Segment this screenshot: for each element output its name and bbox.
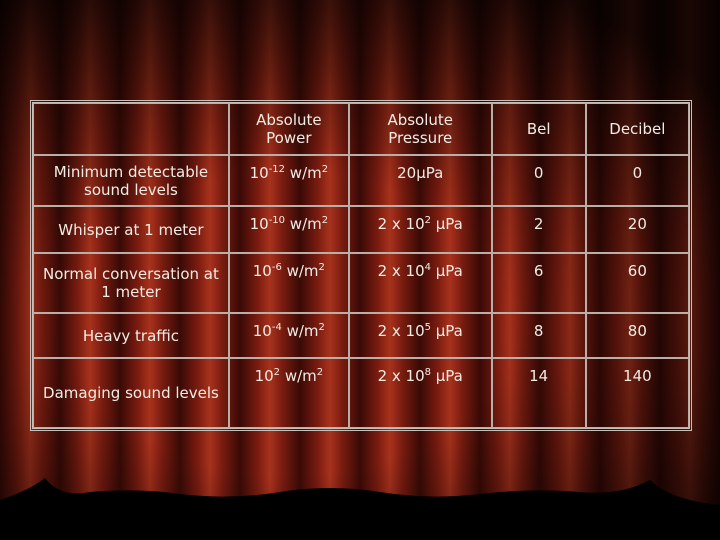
cell-text: Minimum detectable sound levels: [53, 162, 209, 199]
superscript: 2: [318, 262, 325, 273]
cell-text: 2 x 10: [377, 215, 425, 233]
cell-text: 20μPa: [397, 164, 444, 182]
row-label: Whisper at 1 meter: [33, 206, 229, 253]
cell-text: Decibel: [609, 120, 666, 138]
superscript: 2: [318, 322, 325, 333]
table-cell: 10-4 w/m2: [228, 313, 349, 358]
header-cell: Absolute Pressure: [348, 103, 492, 155]
table-cell: 8: [491, 313, 586, 358]
cell-text: 6: [533, 262, 544, 280]
superscript: 4: [424, 262, 431, 273]
cell-text: 10: [249, 215, 269, 233]
superscript: -12: [268, 164, 286, 175]
table-row: Heavy traffic 10-4 w/m2 2 x 105 μPa 8 80: [33, 313, 689, 358]
table-row: Damaging sound levels 102 w/m2 2 x 108 μPa…: [33, 358, 689, 428]
cell-text: Heavy traffic: [82, 326, 180, 345]
table-cell: 0: [585, 155, 689, 206]
superscript: 8: [424, 367, 431, 378]
header-cell: Bel: [491, 103, 586, 155]
cell-text: 20: [627, 215, 647, 233]
superscript: 2: [316, 367, 324, 378]
row-label: Heavy traffic: [33, 313, 229, 358]
table-cell: 10-6 w/m2: [228, 253, 349, 313]
table-cell: 0: [491, 155, 586, 206]
superscript: -6: [271, 262, 282, 273]
table-cell: 102 w/m2: [228, 358, 349, 428]
table-cell: 20μPa: [348, 155, 492, 206]
table-row: Minimum detectable sound levels 10-12 w/m…: [33, 155, 689, 206]
cell-text: w/m: [280, 367, 317, 385]
table-cell: 10-10 w/m2: [228, 206, 349, 253]
superscript: -10: [268, 215, 286, 226]
cell-text: 10: [254, 367, 274, 385]
header-cell: Absolute Power: [228, 103, 349, 155]
cell-text: 2 x 10: [377, 367, 425, 385]
table-cell: 2 x 102 μPa: [348, 206, 492, 253]
cell-text: μPa: [431, 215, 463, 233]
cell-text: Bel: [526, 120, 551, 138]
row-label: Normal conversation at 1 meter: [33, 253, 229, 313]
cell-text: μPa: [431, 322, 463, 340]
cell-text: 140: [623, 367, 652, 385]
cell-text: 2 x 10: [377, 262, 425, 280]
table-body: Absolute Power Absolute Pressure Bel Decibe…: [33, 103, 689, 428]
cell-text: Normal conversation at 1 meter: [43, 265, 219, 301]
cell-text: 60: [627, 262, 647, 280]
table-row: Whisper at 1 meter 10-10 w/m2 2 x 102 μPa 2…: [33, 206, 689, 253]
data-table: Absolute Power Absolute Pressure Bel Decibe…: [30, 100, 692, 431]
table-cell: 20: [585, 206, 689, 253]
table-cell: 2: [491, 206, 586, 253]
cell-text: w/m: [285, 215, 322, 233]
superscript: 5: [424, 322, 431, 333]
cell-text: 8: [533, 322, 544, 340]
cell-text: 80: [627, 322, 647, 340]
row-label: Damaging sound levels: [33, 358, 229, 428]
cell-text: μPa: [431, 262, 463, 280]
table-cell: 14: [491, 358, 586, 428]
header-cell: [33, 103, 229, 155]
cell-text: 2: [533, 215, 544, 233]
cell-text: Whisper at 1 meter: [58, 220, 204, 239]
cell-text: w/m: [285, 164, 322, 182]
cell-text: 10: [249, 164, 269, 182]
cell-text: 14: [529, 367, 549, 385]
cell-text: Absolute Pressure: [387, 111, 454, 147]
floor-shape: [0, 478, 720, 540]
header-cell: Decibel: [585, 103, 689, 155]
cell-text: 2 x 10: [377, 322, 425, 340]
table-cell: 2 x 105 μPa: [348, 313, 492, 358]
table-cell: 60: [585, 253, 689, 313]
cell-text: μPa: [431, 367, 463, 385]
table-cell: 10-12 w/m2: [228, 155, 349, 206]
superscript: 2: [273, 367, 281, 378]
superscript: 2: [321, 164, 329, 175]
superscript: -4: [271, 322, 282, 333]
row-label: Minimum detectable sound levels: [33, 155, 229, 206]
table-cell: 80: [585, 313, 689, 358]
cell-text: 0: [533, 164, 544, 182]
cell-text: Absolute Power: [256, 111, 322, 147]
table-cell: 6: [491, 253, 586, 313]
table-cell: 2 x 108 μPa: [348, 358, 492, 428]
cell-text: Damaging sound levels: [43, 384, 219, 402]
cell-text: 10: [252, 322, 272, 340]
cell-text: w/m: [281, 322, 319, 340]
table-cell: 140: [585, 358, 689, 428]
table-cell: 2 x 104 μPa: [348, 253, 492, 313]
cell-text: w/m: [281, 262, 319, 280]
table-row: Normal conversation at 1 meter 10-6 w/m2 2…: [33, 253, 689, 313]
header-row: Absolute Power Absolute Pressure Bel Decibe…: [33, 103, 689, 155]
cell-text: 0: [632, 164, 643, 182]
cell-text: 10: [252, 262, 272, 280]
superscript: 2: [321, 215, 329, 226]
superscript: 2: [424, 215, 431, 226]
